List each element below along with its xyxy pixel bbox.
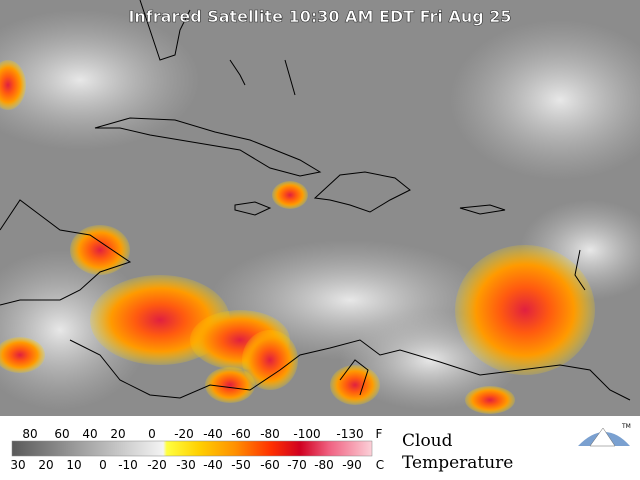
- celsius-unit: C: [376, 458, 384, 472]
- fahrenheit-unit: F: [376, 427, 383, 441]
- fahrenheit-label: 20: [110, 427, 125, 441]
- legend-caption: Temperature: [402, 453, 513, 473]
- fahrenheit-label: -130: [336, 427, 363, 441]
- fahrenheit-label: -20: [174, 427, 194, 441]
- satellite-image: [0, 0, 640, 416]
- celsius-label: -10: [118, 458, 138, 472]
- celsius-label: -80: [314, 458, 334, 472]
- celsius-label: 0: [99, 458, 107, 472]
- fahrenheit-label: -80: [260, 427, 280, 441]
- fahrenheit-label: -60: [231, 427, 251, 441]
- celsius-label: 20: [38, 458, 53, 472]
- celsius-label: -30: [176, 458, 196, 472]
- logo: TM: [578, 423, 631, 447]
- fahrenheit-label: -100: [293, 427, 320, 441]
- fahrenheit-label: 80: [22, 427, 37, 441]
- fahrenheit-label: 40: [82, 427, 97, 441]
- logo-mark: TM: [621, 423, 631, 430]
- celsius-label: -40: [203, 458, 223, 472]
- image-title: Infrared Satellite 10:30 AM EDT Fri Aug …: [128, 7, 511, 26]
- celsius-label: -90: [342, 458, 362, 472]
- temperature-color-bar: [11, 440, 373, 457]
- fahrenheit-label: -40: [203, 427, 223, 441]
- legend-caption: Cloud: [402, 431, 453, 451]
- celsius-label: -70: [287, 458, 307, 472]
- fahrenheit-label: 0: [148, 427, 156, 441]
- legend-labels: 80 60 40 20 0 -20 -40 -60 -80 -100 -130 F 30 20 10 0 -10…: [10, 427, 384, 472]
- celsius-label: -60: [260, 458, 280, 472]
- celsius-label: 10: [66, 458, 81, 472]
- fahrenheit-label: 60: [54, 427, 69, 441]
- celsius-label: -50: [231, 458, 251, 472]
- celsius-label: -20: [147, 458, 167, 472]
- celsius-label: 30: [10, 458, 25, 472]
